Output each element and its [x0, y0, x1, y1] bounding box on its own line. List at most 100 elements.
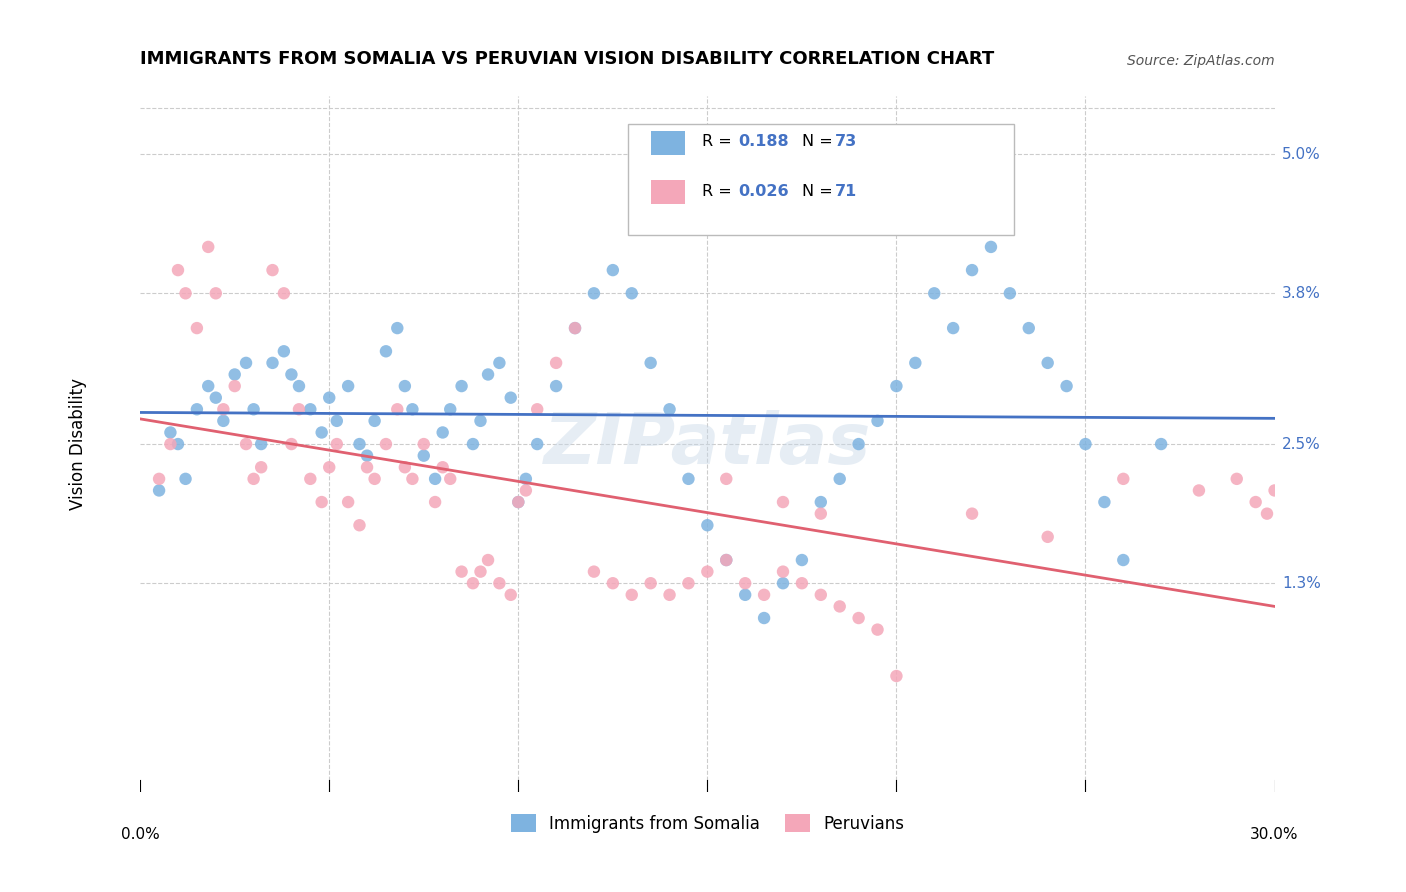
Point	[262, 356, 284, 370]
Text: 0.0%: 0.0%	[121, 827, 159, 842]
Point	[772, 576, 794, 591]
Text: R =: R =	[702, 134, 737, 149]
Point	[790, 576, 813, 591]
Point	[980, 240, 1002, 254]
Point	[242, 402, 264, 417]
Point	[499, 391, 522, 405]
Point	[311, 495, 333, 509]
Point	[1036, 530, 1059, 544]
Point	[432, 425, 454, 440]
Point	[810, 495, 832, 509]
Text: 0.026: 0.026	[738, 184, 789, 199]
Point	[564, 321, 586, 335]
Point	[515, 483, 537, 498]
Point	[716, 553, 738, 567]
Point	[186, 321, 208, 335]
Point	[810, 588, 832, 602]
Point	[620, 286, 643, 301]
Point	[450, 379, 472, 393]
Point	[828, 472, 851, 486]
Point	[640, 576, 662, 591]
Point	[1150, 437, 1173, 451]
Point	[159, 425, 181, 440]
Point	[288, 379, 311, 393]
Point	[998, 286, 1021, 301]
Point	[299, 402, 322, 417]
Point	[288, 402, 311, 417]
Point	[412, 449, 434, 463]
Point	[375, 344, 398, 359]
Point	[582, 565, 605, 579]
Point	[299, 472, 322, 486]
Point	[280, 437, 302, 451]
Text: 1.3%: 1.3%	[1282, 575, 1322, 591]
Text: 5.0%: 5.0%	[1282, 146, 1320, 161]
Point	[696, 518, 718, 533]
Point	[401, 472, 423, 486]
Point	[148, 472, 170, 486]
Point	[167, 263, 190, 277]
Text: R =: R =	[702, 184, 737, 199]
Point	[423, 495, 446, 509]
Point	[412, 437, 434, 451]
Point	[224, 368, 246, 382]
Text: Source: ZipAtlas.com: Source: ZipAtlas.com	[1128, 54, 1275, 69]
Point	[1074, 437, 1097, 451]
Point	[375, 437, 398, 451]
Text: N =: N =	[801, 184, 838, 199]
Point	[904, 356, 927, 370]
Point	[1188, 483, 1211, 498]
Point	[394, 460, 416, 475]
Point	[242, 472, 264, 486]
Text: 2.5%: 2.5%	[1282, 436, 1320, 451]
Point	[515, 472, 537, 486]
Point	[148, 483, 170, 498]
Point	[174, 286, 197, 301]
Text: 0.188: 0.188	[738, 134, 789, 149]
Point	[349, 518, 371, 533]
Text: ZIPatlas: ZIPatlas	[544, 409, 872, 479]
Point	[828, 599, 851, 614]
Text: 71: 71	[834, 184, 856, 199]
Point	[363, 414, 385, 428]
Point	[696, 565, 718, 579]
Point	[602, 576, 624, 591]
Point	[212, 414, 235, 428]
Point	[866, 623, 889, 637]
Point	[942, 321, 965, 335]
Point	[356, 460, 378, 475]
Point	[508, 495, 530, 509]
Point	[363, 472, 385, 486]
Point	[922, 286, 945, 301]
Point	[508, 495, 530, 509]
Point	[326, 437, 349, 451]
Point	[311, 425, 333, 440]
Point	[461, 576, 484, 591]
Point	[461, 437, 484, 451]
FancyBboxPatch shape	[628, 124, 1014, 235]
Point	[960, 263, 983, 277]
Point	[1226, 472, 1249, 486]
Point	[477, 368, 499, 382]
Point	[477, 553, 499, 567]
Point	[204, 286, 226, 301]
Point	[401, 402, 423, 417]
Point	[262, 263, 284, 277]
Text: Vision Disability: Vision Disability	[69, 378, 87, 510]
Point	[658, 588, 681, 602]
Point	[423, 472, 446, 486]
FancyBboxPatch shape	[651, 179, 685, 204]
Point	[470, 414, 492, 428]
Point	[848, 437, 870, 451]
Point	[224, 379, 246, 393]
Point	[546, 379, 568, 393]
Text: N =: N =	[801, 134, 838, 149]
Point	[602, 263, 624, 277]
Point	[640, 356, 662, 370]
Point	[488, 576, 510, 591]
Point	[432, 460, 454, 475]
Point	[790, 553, 813, 567]
Point	[470, 565, 492, 579]
Point	[772, 565, 794, 579]
Point	[326, 414, 349, 428]
